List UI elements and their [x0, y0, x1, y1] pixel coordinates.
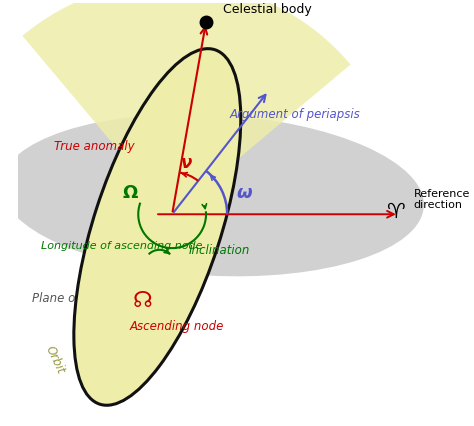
Text: Orbit: Orbit	[43, 344, 67, 377]
Text: Ω: Ω	[122, 184, 137, 202]
Text: ν: ν	[181, 154, 192, 173]
Ellipse shape	[74, 49, 241, 405]
Text: Celestial body: Celestial body	[223, 3, 311, 16]
Text: Reference
direction: Reference direction	[413, 189, 470, 210]
Text: True anomaly: True anomaly	[54, 140, 134, 153]
Text: ω: ω	[237, 184, 252, 202]
Text: Plane of reference: Plane of reference	[32, 293, 140, 305]
Text: Ascending node: Ascending node	[129, 320, 224, 333]
Text: ♈: ♈	[386, 202, 405, 222]
Text: Argument of periapsis: Argument of periapsis	[229, 108, 360, 121]
Text: Inclination: Inclination	[189, 244, 250, 257]
Wedge shape	[22, 0, 351, 214]
Text: Longitude of ascending node: Longitude of ascending node	[41, 241, 202, 251]
Ellipse shape	[1, 114, 424, 276]
Text: ☊: ☊	[133, 291, 152, 311]
